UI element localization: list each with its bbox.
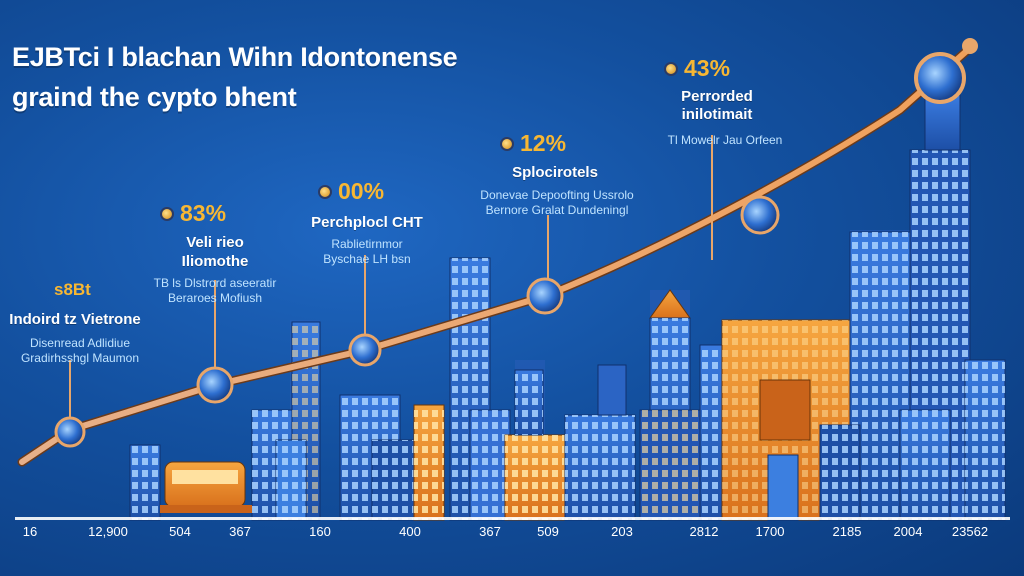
coin-icon: [318, 184, 332, 199]
milestone-2-heading-1: Veli rieo: [186, 234, 244, 251]
x-axis-label: 2004: [893, 524, 923, 539]
milestone-3-sub-2: Byschae LH bsn: [323, 252, 411, 266]
milestone-2-sub-2: Beraroes Mofiush: [167, 291, 263, 305]
x-axis-label: 16: [22, 524, 38, 539]
coin-icon: [500, 136, 514, 151]
x-axis-label: 23562: [951, 524, 989, 539]
milestone-4-heading: Splocirotels: [512, 164, 598, 181]
x-axis-label: 367: [229, 524, 251, 539]
milestone-5-heading-1: Perrorded: [681, 88, 753, 105]
x-axis-label: 2812: [689, 524, 719, 539]
milestone-4-sub-2: Bernore Gralat Dundeningl: [485, 203, 629, 217]
milestone-1-sub-2: Gradirhsshgl Maumon: [20, 351, 140, 365]
x-axis-label: 509: [537, 524, 559, 539]
x-axis-label: 400: [399, 524, 421, 539]
globe-node-icon: [54, 38, 978, 448]
milestone-4-sub-1: Donevae Depoofting Ussrolo: [480, 188, 634, 202]
milestone-1-heading: Indoird tz Vietrone: [9, 311, 141, 328]
coin-icon: [160, 206, 174, 221]
page-title-line-1: EJBTci I blachan Wihn Idontonense: [12, 42, 458, 72]
ground-line: [15, 517, 1010, 520]
x-axis-label: 2185: [832, 524, 862, 539]
x-axis-label: 160: [309, 524, 331, 539]
milestone-4-percent: 12%: [500, 130, 566, 157]
milestone-5-percent: 43%: [664, 55, 730, 82]
milestone-3-percent: 00%: [318, 178, 384, 205]
milestone-2-percent: 83%: [160, 200, 226, 227]
x-axis-label: 1700: [755, 524, 785, 539]
skyline-buildings: [129, 94, 1006, 521]
x-axis-label: 367: [479, 524, 501, 539]
milestone-1-badge: s8Bt: [54, 280, 91, 299]
milestone-3-sub-1: Rablietirnmor: [331, 237, 403, 251]
milestone-2-sub-1: TB ls Dlstrord aseeratir: [153, 276, 277, 290]
page-title-line-2: graind the cypto bhent: [12, 82, 297, 112]
coin-icon: [664, 61, 678, 76]
x-axis-label: 12,900: [88, 524, 128, 539]
milestone-5-heading-2: inilotimait: [681, 106, 753, 123]
milestone-3-heading: Perchplocl CHT: [311, 214, 423, 231]
milestone-1-sub-1: Disenread Adlidiue: [29, 336, 131, 350]
tram-illustration: [160, 461, 252, 513]
x-axis-label: 504: [169, 524, 191, 539]
milestone-5-sub-1: Tl Mowelr Jau Orfeen: [667, 133, 783, 147]
milestone-2-heading-2: Iliomothe: [181, 253, 249, 270]
x-axis-label: 203: [611, 524, 633, 539]
